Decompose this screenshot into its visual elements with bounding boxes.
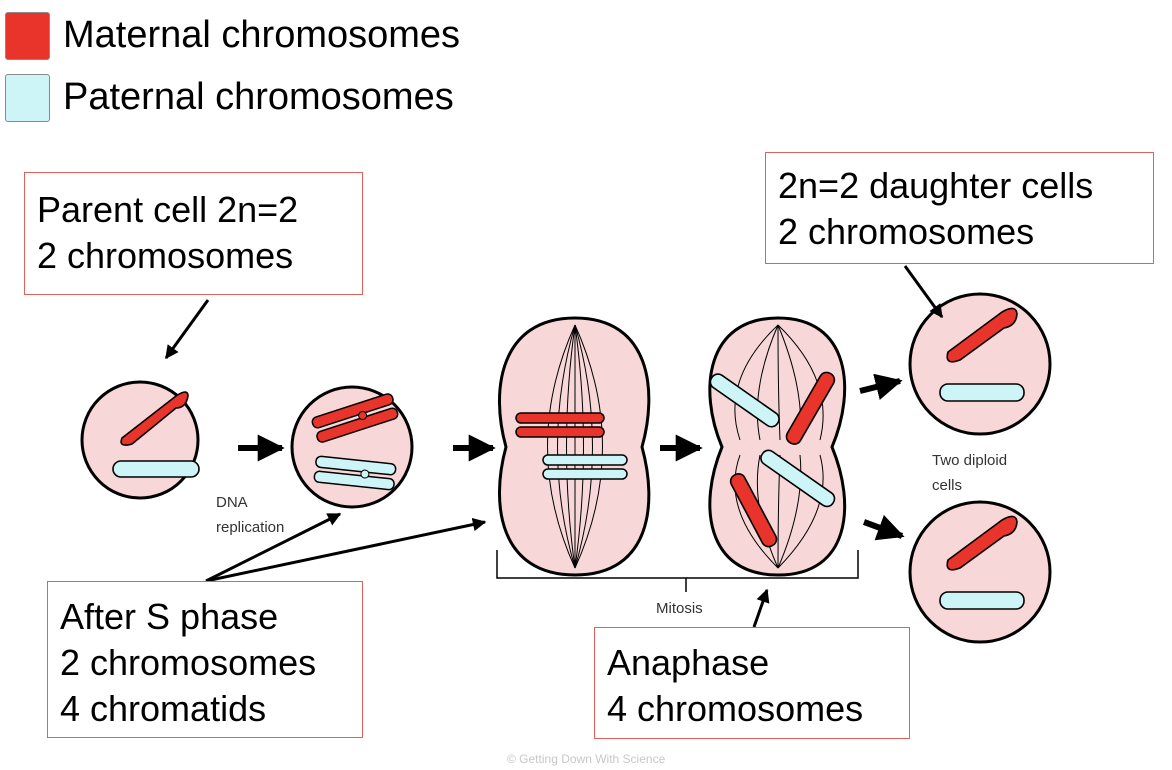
dna-label: DNA [216,494,248,511]
parent-cell-callout: Parent cell 2n=2 2 chromosomes [24,172,363,295]
s-phase-callout-line3: 4 chromatids [60,686,350,732]
mitosis-label: Mitosis [656,600,703,617]
daughter-callout-line1: 2n=2 daughter cells [778,163,1141,209]
parent-cell [82,382,199,498]
anaphase-callout: Anaphase 4 chromosomes [594,627,910,739]
replication-label: replication [216,519,284,536]
daughter-callout-line2: 2 chromosomes [778,209,1141,255]
s-phase-callout-line1: After S phase [60,594,350,640]
anaphase-callout-line2: 4 chromosomes [607,686,897,732]
s-phase-callout-line2: 2 chromosomes [60,640,350,686]
anaphase-cell [708,318,845,575]
daughter-cell-top [910,294,1050,434]
daughter-cells-callout: 2n=2 daughter cells 2 chromosomes [765,152,1154,264]
two-diploid-label: Two diploid [932,452,1007,469]
daughter-cell-bottom [910,502,1050,642]
s-phase-callout: After S phase 2 chromosomes 4 chromatids [47,581,363,738]
parent-callout-line1: Parent cell 2n=2 [37,187,350,233]
parent-callout-line2: 2 chromosomes [37,233,350,279]
credit-text: © Getting Down With Science [507,752,665,766]
anaphase-callout-line1: Anaphase [607,640,897,686]
replicated-cell [292,387,412,507]
cells-label: cells [932,477,962,494]
metaphase-cell [499,318,648,575]
